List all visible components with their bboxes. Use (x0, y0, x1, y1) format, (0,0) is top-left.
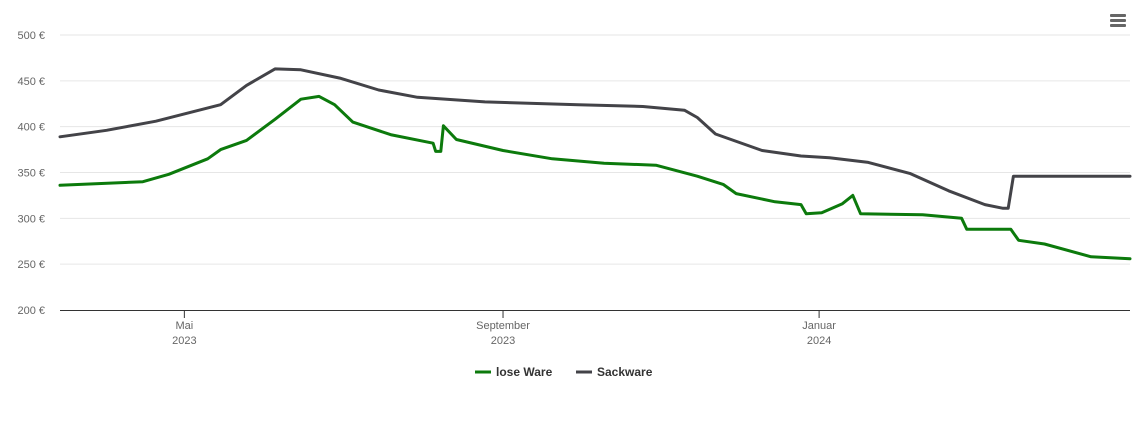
legend-item-1[interactable]: Sackware (576, 365, 653, 379)
x-tick-label: Mai (175, 320, 193, 332)
grid-lines (60, 34, 1130, 265)
y-tick-label: 250 € (17, 259, 45, 271)
y-tick-label: 400 € (17, 122, 45, 134)
legend[interactable]: lose Ware Sackware (475, 365, 653, 379)
y-axis: 200 € 250 € 300 € 350 € 400 € 450 € 500 € (17, 30, 45, 317)
y-tick-label: 300 € (17, 213, 45, 225)
x-tick-label: September (476, 320, 530, 332)
series-line-1 (58, 67, 1132, 210)
y-tick-label: 200 € (17, 305, 45, 317)
x-tick-label: 2023 (491, 335, 515, 347)
series-lines (58, 67, 1132, 261)
x-tick-label: 2023 (172, 335, 196, 347)
x-tick-label: Januar (802, 320, 836, 332)
x-axis: Mai 2023 September 2023 Januar 2024 (172, 310, 836, 347)
legend-label: Sackware (597, 365, 653, 379)
hamburger-menu-icon[interactable] (1106, 12, 1130, 32)
x-tick-label: 2024 (807, 335, 831, 347)
y-tick-label: 350 € (17, 168, 45, 180)
legend-label: lose Ware (496, 365, 553, 379)
y-tick-label: 500 € (17, 30, 45, 42)
legend-item-0[interactable]: lose Ware (475, 365, 553, 379)
series-line-0 (58, 94, 1132, 261)
y-tick-label: 450 € (17, 76, 45, 88)
